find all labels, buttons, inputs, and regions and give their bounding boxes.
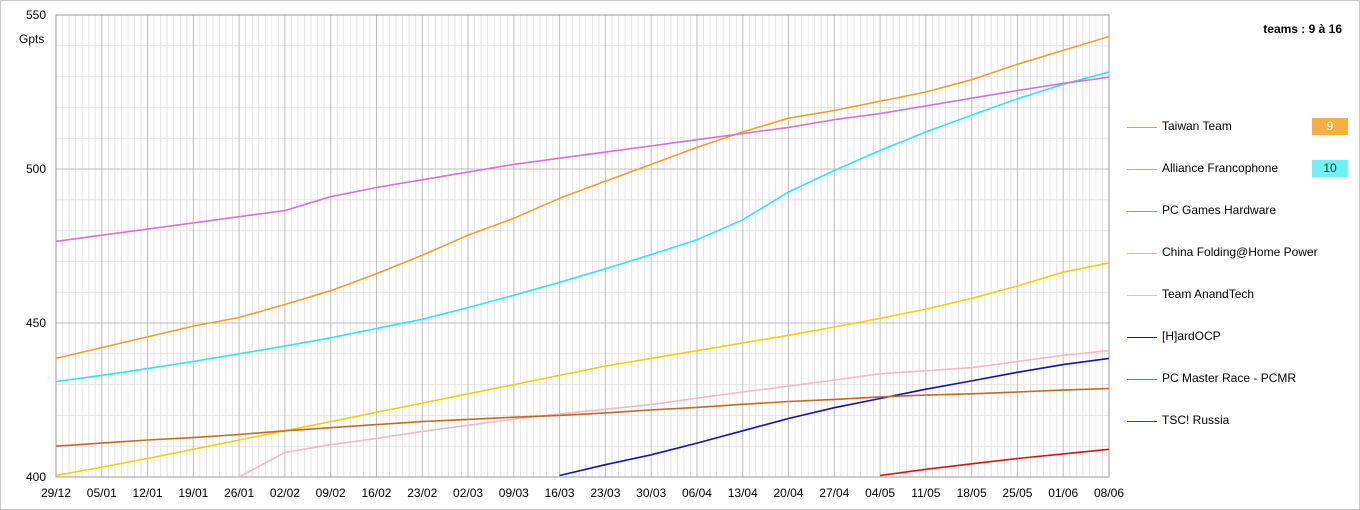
x-tick-label: 19/01 [178,486,208,500]
legend-item: TSC! Russia [1127,411,1349,453]
legend: Taiwan Team 9 Alliance Francophone 10 PC Gam… [1127,117,1349,453]
legend-rank-badge: 9 [1312,118,1348,135]
y-tick-label: 450 [26,316,46,330]
series-line [238,349,1109,477]
legend-label: China Folding@Home Power [1162,245,1318,259]
legend-rank-badge: 10 [1312,160,1348,177]
x-tick-label: 05/01 [87,486,117,500]
x-tick-label: 12/01 [133,486,163,500]
minor-gridlines [56,15,1109,477]
legend-label: TSC! Russia [1162,413,1230,427]
legend-label: Taiwan Team [1162,119,1232,133]
y-tick-label: 500 [26,162,46,176]
x-tick-label: 23/02 [407,486,437,500]
series-line [56,387,1109,447]
series-line [56,262,1109,477]
x-tick-label: 08/06 [1094,486,1124,500]
x-tick-label: 23/03 [590,486,620,500]
legend-swatch [1127,127,1157,128]
y-axis-label: Gpts [19,32,44,46]
legend-label: [H]ardOCP [1162,329,1221,343]
series-line [56,76,1109,243]
x-tick-label: 18/05 [957,486,987,500]
legend-item: Alliance Francophone 10 [1127,159,1349,201]
x-tick-label: 30/03 [636,486,666,500]
legend-swatch [1127,379,1157,380]
series-line [56,71,1109,383]
x-tick-label: 09/03 [499,486,529,500]
legend-swatch [1127,211,1157,212]
x-tick-label: 02/02 [270,486,300,500]
x-tick-label: 11/05 [911,486,940,500]
x-tick-label: 26/01 [224,486,254,500]
legend-item: Taiwan Team 9 [1127,117,1349,159]
x-tick-label: 06/04 [682,486,712,500]
legend-label: Team AnandTech [1162,287,1255,301]
x-tick-label: 20/04 [774,486,804,500]
x-tick-label: 25/05 [1002,486,1032,500]
x-tick-label: 27/04 [819,486,849,500]
series-line [56,35,1109,360]
legend-swatch [1127,169,1157,170]
y-axis-tick-labels: 400 450 500 550 [26,8,46,484]
legend-item: PC Games Hardware [1127,201,1349,243]
series-lines [56,35,1109,477]
y-tick-label: 400 [26,470,46,484]
legend-swatch [1127,253,1157,254]
x-axis-tick-labels: 29/12 05/01 12/01 19/01 26/01 02/02 09/02 16/02… [41,486,1124,500]
legend-label: PC Games Hardware [1162,203,1277,217]
plot-border [55,14,1110,478]
x-tick-label: 13/04 [728,486,758,500]
x-tick-label: 01/06 [1048,486,1078,500]
legend-item: Team AnandTech [1127,285,1349,327]
series-line [559,357,1109,477]
series-line [879,448,1109,477]
x-tick-label: 09/02 [316,486,346,500]
chart-subtitle: teams : 9 à 16 [1263,22,1342,36]
legend-label: Alliance Francophone [1162,161,1279,175]
x-tick-label: 02/03 [453,486,483,500]
legend-label: PC Master Race - PCMR [1162,371,1297,385]
x-tick-label: 16/02 [361,486,391,500]
legend-item: [H]ardOCP [1127,327,1349,369]
x-tick-label: 16/03 [545,486,575,500]
x-tick-label: 04/05 [865,486,895,500]
y-tick-label: 550 [26,8,46,22]
x-tick-label: 29/12 [41,486,71,500]
plot-area-border [55,14,1110,478]
legend-swatch [1127,295,1157,296]
legend-swatch [1127,337,1157,338]
legend-item: PC Master Race - PCMR [1127,369,1349,411]
major-gridlines [56,14,1109,478]
legend-item: China Folding@Home Power [1127,243,1349,285]
legend-swatch [1127,421,1157,422]
